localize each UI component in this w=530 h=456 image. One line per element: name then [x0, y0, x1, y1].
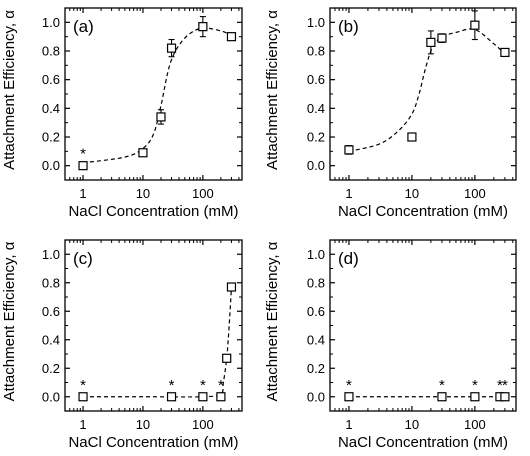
x-axis-label: NaCl Concentration (mM)	[68, 434, 238, 451]
fit-curve	[82, 27, 232, 164]
y-tick-label: 0.6	[307, 72, 325, 87]
x-tick-label: 10	[136, 417, 150, 432]
x-tick-label: 100	[192, 417, 214, 432]
x-tick-label: 1	[79, 417, 86, 432]
data-point	[344, 145, 354, 155]
data-point	[470, 20, 480, 30]
x-tick-label: 1	[345, 186, 352, 201]
y-tick-label: 0.4	[307, 332, 325, 347]
y-tick-label: 0.0	[307, 389, 325, 404]
y-tick-label: 0.8	[42, 275, 60, 290]
y-tick-label: 0.6	[42, 72, 60, 87]
y-tick-label: 0.8	[307, 44, 325, 59]
data-point	[198, 392, 208, 402]
y-tick-label: 0.8	[42, 44, 60, 59]
y-tick-label: 0.4	[42, 332, 60, 347]
chart-panel-1: 0.0 0.2 0.4 0.6 0.8 1.0 1 10 100 NaCl Concentrati…	[1, 7, 243, 220]
significance-star: *	[346, 377, 352, 394]
data-point	[437, 392, 447, 402]
significance-star: *	[218, 377, 224, 394]
y-tick-label: 0.0	[42, 389, 60, 404]
x-tick-label: 10	[405, 417, 419, 432]
y-tick-label: 1.0	[42, 15, 60, 30]
chart-panel-2: 0.0 0.2 0.4 0.6 0.8 1.0 1 10 100 NaCl Concentrati…	[264, 7, 517, 220]
data-point	[407, 132, 417, 142]
y-tick-label: 0.0	[307, 158, 325, 173]
fit-curve	[348, 28, 506, 152]
data-point	[226, 282, 237, 292]
x-tick-label: 10	[405, 186, 419, 201]
data-point	[500, 392, 510, 402]
y-tick-label: 0.2	[42, 361, 60, 376]
y-axis-label: Attachment Efficiency, α	[1, 241, 18, 401]
data-point	[470, 392, 480, 402]
panel-label: (b)	[338, 17, 359, 36]
y-tick-label: 0.4	[307, 101, 325, 116]
panel-label: (d)	[338, 249, 359, 268]
chart-panel-3: 0.0 0.2 0.4 0.6 0.8 1.0 1 10 100 NaCl Concentrati…	[1, 239, 243, 451]
y-tick-label: 1.0	[307, 15, 325, 30]
data-point	[138, 148, 148, 158]
y-tick-label: 0.0	[42, 158, 60, 173]
x-tick-label: 1	[345, 417, 352, 432]
data-point	[198, 22, 208, 32]
data-point	[156, 112, 166, 122]
significance-star: *	[497, 377, 503, 394]
data-point	[78, 161, 88, 171]
x-axis-label: NaCl Concentration (mM)	[338, 434, 508, 451]
y-tick-label: 0.2	[307, 130, 325, 145]
x-tick-label: 10	[136, 186, 150, 201]
x-axis-label: NaCl Concentration (mM)	[68, 203, 238, 220]
panel-label: (c)	[73, 249, 93, 268]
significance-star: *	[80, 146, 86, 163]
data-point	[222, 353, 232, 363]
significance-star: *	[200, 377, 206, 394]
y-axis-label: Attachment Efficiency, α	[1, 10, 18, 170]
data-point	[166, 43, 177, 53]
panel-label: (a)	[73, 17, 94, 36]
chart-panel-4: 0.0 0.2 0.4 0.6 0.8 1.0 1 10 100 NaCl Concentrati…	[264, 239, 517, 451]
x-axis-label: NaCl Concentration (mM)	[338, 203, 508, 220]
data-point	[216, 392, 226, 402]
x-tick-label: 1	[79, 186, 86, 201]
y-tick-label: 0.8	[307, 275, 325, 290]
data-point	[344, 392, 354, 402]
data-point	[500, 47, 510, 58]
data-point	[226, 32, 237, 42]
fit-curve	[83, 286, 233, 398]
significance-star: *	[502, 377, 508, 394]
data-point	[437, 33, 447, 43]
significance-star: *	[472, 377, 478, 394]
data-point	[78, 392, 88, 402]
y-tick-label: 0.4	[42, 101, 60, 116]
data-point	[426, 37, 436, 48]
x-tick-label: 100	[464, 417, 486, 432]
significance-star: *	[169, 377, 175, 394]
y-axis-label: Attachment Efficiency, α	[264, 241, 281, 401]
y-tick-label: 0.2	[42, 130, 60, 145]
data-point	[166, 392, 177, 402]
significance-star: *	[80, 377, 86, 394]
y-tick-label: 1.0	[42, 247, 60, 262]
y-tick-label: 0.2	[307, 361, 325, 376]
y-tick-label: 0.6	[307, 304, 325, 319]
y-tick-label: 1.0	[307, 247, 325, 262]
y-axis-label: Attachment Efficiency, α	[264, 10, 281, 170]
x-tick-label: 100	[464, 186, 486, 201]
significance-star: *	[439, 377, 445, 394]
y-tick-label: 0.6	[42, 304, 60, 319]
x-tick-label: 100	[192, 186, 214, 201]
